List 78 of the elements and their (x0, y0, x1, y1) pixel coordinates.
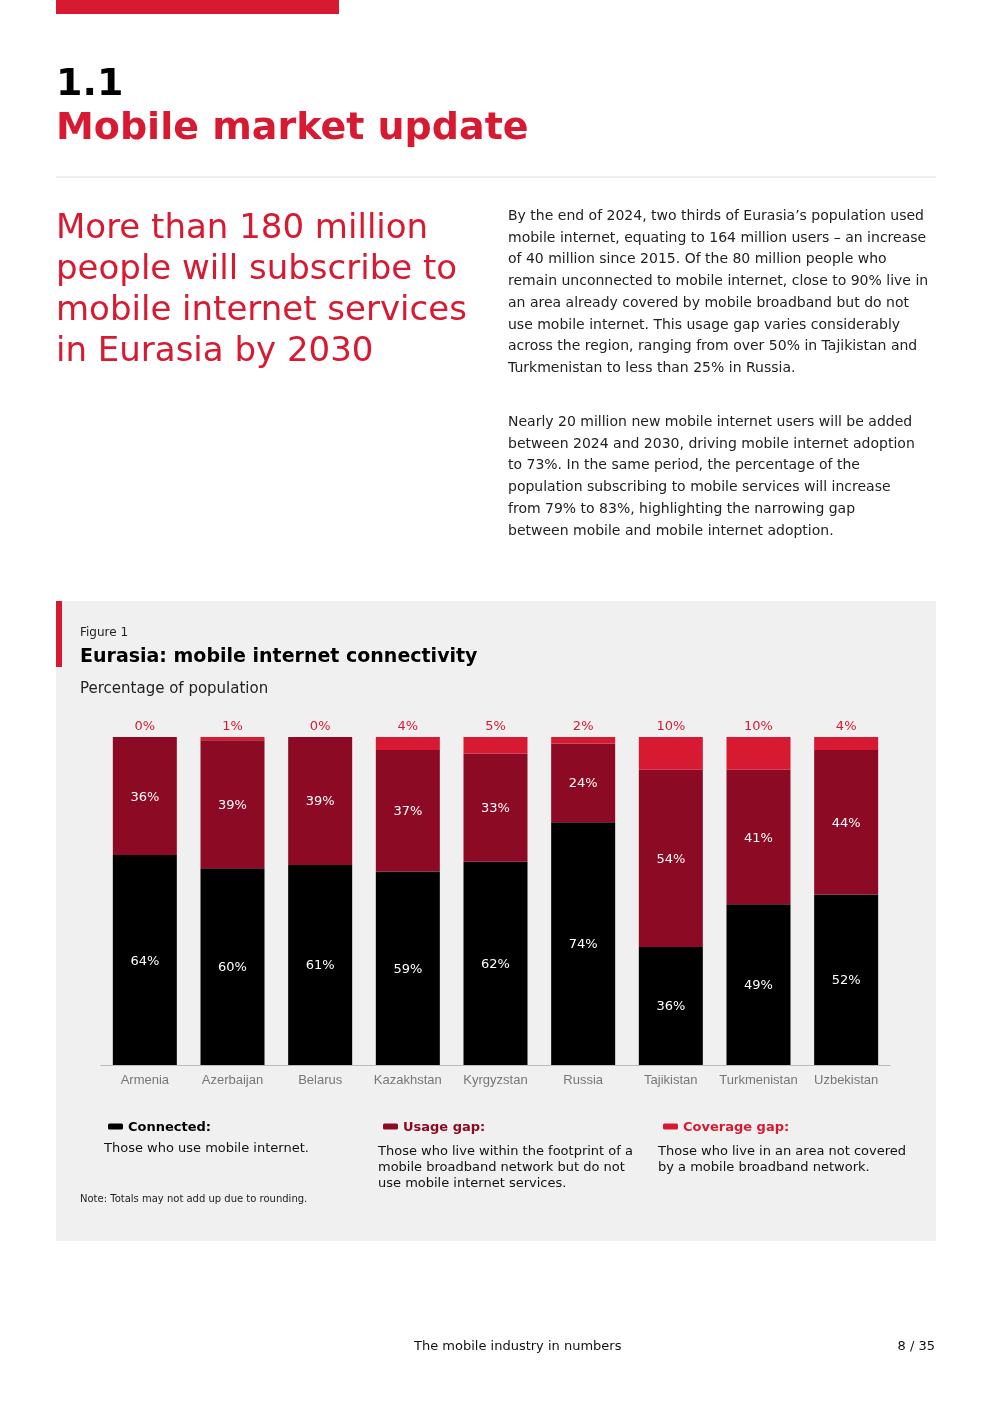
bar (200, 737, 265, 741)
bar (375, 871, 440, 1065)
data-label: 5% (485, 718, 506, 733)
x-tick-label: Armenia (120, 1072, 170, 1087)
x-tick-label: Belarus (298, 1072, 343, 1087)
data-label: 36% (130, 788, 160, 804)
text: Those who live within the footprint of a mobile broadband network but do not use mobile internet services. (378, 1143, 633, 1191)
bar (726, 904, 791, 1065)
text: 8 / 35 (896, 1338, 935, 1353)
bar (112, 855, 177, 1065)
x-tick-label: Kyrgyzstan (463, 1072, 528, 1087)
bar (638, 737, 703, 770)
legend-label: Connected: (128, 1119, 212, 1134)
bar (288, 737, 353, 865)
bar (112, 737, 177, 856)
legend-label: Usage gap: (403, 1119, 486, 1134)
bar (463, 737, 528, 754)
x-tick-label: Kazakhstan (373, 1072, 442, 1087)
bar (375, 750, 440, 872)
data-label: 10% (744, 718, 773, 733)
chart-title: Eurasia: mobile internet connectivity (80, 644, 478, 666)
text: Mobile market update (56, 104, 529, 148)
bar (375, 737, 440, 751)
bar (814, 894, 879, 1065)
bar (551, 743, 616, 823)
data-label: 37% (393, 803, 423, 819)
bar (463, 861, 528, 1065)
data-label: 74% (568, 936, 598, 952)
x-tick-label: Russia (563, 1072, 604, 1087)
text: 1.1 (56, 60, 124, 104)
data-label: 60% (218, 959, 247, 975)
bar (551, 822, 616, 1065)
x-tick-label: Turkmenistan (719, 1072, 798, 1087)
text: Those who use mobile internet. (104, 1140, 310, 1155)
bar (814, 750, 879, 895)
data-label: 62% (481, 955, 510, 971)
text: Nearly 20 million new mobile internet users will be added between 2024 and 2030, driving mobile internet adoption to 73%. In the same period, the percentage of the population subscribing to mobile services will increase from 79% to 83%, highlighting the narrowing gap between mobile and mobile internet adoption. (508, 412, 916, 540)
text: Those who live in an area not covered by a mobile broadband network. (658, 1143, 907, 1175)
chart-subtitle: Percentage of population (80, 679, 269, 697)
data-label: 41% (744, 829, 773, 845)
data-label: 33% (481, 800, 510, 816)
data-label: 4% (835, 718, 857, 733)
bar (814, 737, 879, 751)
text: By the end of 2024, two thirds of Eurasia’s population used mobile internet, equating to 164 million users – an increase of 40 million since 2015. Of the 80 million people who remain unconnected to mobile internet, close to 90% live in an area already covered by mobile broadband but do not use mobile internet. This usage gap varies considerably across the region, ranging from over 50% in Tajikistan and Turkmenistan to less than 25% in Russia. (508, 206, 930, 377)
data-label: 49% (744, 977, 773, 993)
data-label: 39% (218, 796, 247, 812)
data-label: 64% (130, 952, 160, 968)
bar (638, 769, 703, 947)
data-label: 39% (305, 793, 335, 809)
text: More than 180 million people will subscribe to mobile internet services in Eurasia by 2030 (56, 206, 468, 370)
legend-label: Coverage gap: (683, 1119, 790, 1134)
text: Note: Totals may not add up due to rounding. (80, 1193, 308, 1204)
data-label: 10% (656, 718, 686, 733)
x-tick-label: Uzbekistan (814, 1072, 879, 1087)
data-label: 54% (656, 850, 686, 866)
data-label: 44% (831, 814, 861, 830)
data-label: 59% (393, 960, 423, 976)
bar (200, 740, 265, 869)
data-label: 36% (656, 998, 686, 1014)
bar (463, 753, 528, 862)
data-label: 1% (222, 718, 243, 733)
bar (726, 737, 791, 770)
text: The mobile industry in numbers (414, 1338, 622, 1353)
caption: Figure 1 (80, 625, 129, 639)
data-label: 24% (568, 775, 598, 791)
bar (638, 946, 703, 1065)
data-label: 2% (572, 718, 594, 733)
bar (200, 868, 265, 1065)
data-label: 61% (305, 957, 335, 973)
data-label: 0% (134, 718, 156, 733)
bar (726, 769, 791, 905)
x-tick-label: Azerbaijan (201, 1072, 264, 1087)
data-label: 52% (831, 972, 861, 988)
bar (551, 737, 616, 744)
data-label: 0% (309, 718, 331, 733)
bar (288, 864, 353, 1065)
data-label: 4% (397, 718, 419, 733)
x-tick-label: Tajikistan (644, 1072, 698, 1087)
